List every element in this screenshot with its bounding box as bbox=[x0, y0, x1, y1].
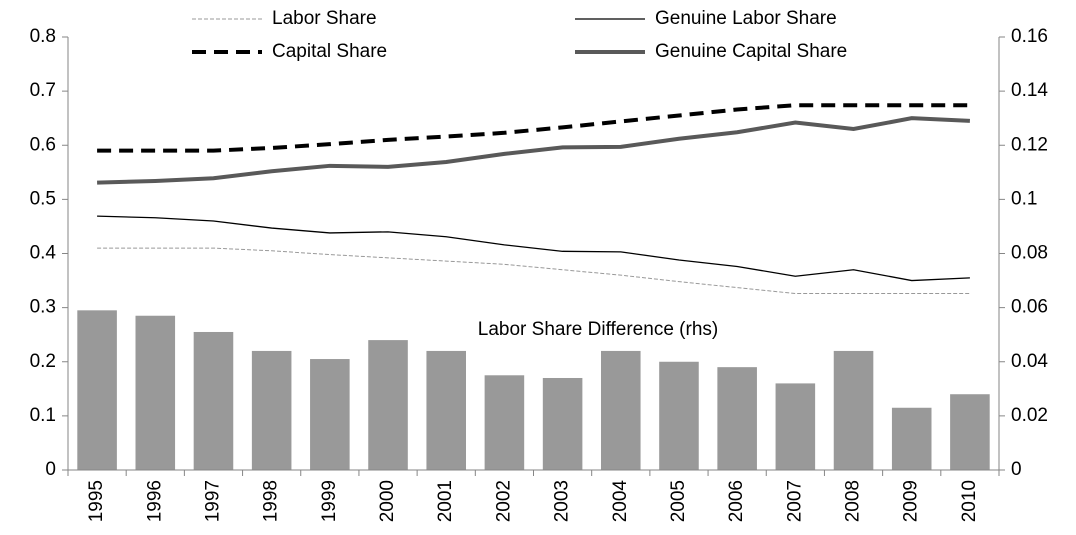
y2-tick-label: 0.08 bbox=[1011, 243, 1048, 264]
x-tick-label: 2008 bbox=[843, 480, 864, 522]
bar bbox=[484, 375, 525, 470]
y-tick-label: 0.5 bbox=[30, 188, 56, 209]
line-series bbox=[97, 215, 970, 282]
bar bbox=[193, 331, 234, 470]
bar bbox=[891, 407, 932, 470]
y2-tick-label: 0.14 bbox=[1011, 80, 1048, 101]
x-tick-label: 1998 bbox=[261, 480, 282, 522]
x-tick-label: 2005 bbox=[668, 480, 689, 522]
y-tick-label: 0.7 bbox=[30, 80, 56, 101]
bar bbox=[600, 350, 641, 470]
x-tick-label: 2007 bbox=[784, 480, 805, 522]
bar bbox=[833, 350, 874, 470]
x-tick-label: 2006 bbox=[726, 480, 747, 522]
x-tick-label: 2003 bbox=[552, 480, 573, 522]
line-series bbox=[97, 116, 970, 185]
legend-label: Genuine Capital Share bbox=[655, 41, 847, 62]
x-tick-label: 2004 bbox=[610, 480, 631, 523]
y-tick-label: 0.8 bbox=[30, 26, 56, 47]
bar-series-label: Labor Share Difference (rhs) bbox=[478, 319, 718, 340]
x-tick-label: 2002 bbox=[493, 480, 514, 522]
y-tick-label: 0.2 bbox=[30, 351, 56, 372]
legend-label: Genuine Labor Share bbox=[655, 8, 837, 29]
y2-tick-label: 0.16 bbox=[1011, 26, 1048, 47]
x-tick-label: 2000 bbox=[377, 480, 398, 522]
bar bbox=[426, 350, 467, 470]
legend-label: Labor Share bbox=[272, 8, 377, 29]
bar bbox=[775, 383, 816, 470]
bar bbox=[950, 394, 990, 470]
y2-tick-label: 0.06 bbox=[1011, 297, 1048, 318]
x-tick-label: 1997 bbox=[202, 480, 223, 522]
y2-tick-label: 0.02 bbox=[1011, 405, 1048, 426]
bar bbox=[310, 359, 350, 470]
bar bbox=[251, 350, 292, 470]
y2-tick-label: 0 bbox=[1011, 459, 1022, 480]
x-tick-label: 2001 bbox=[435, 480, 456, 522]
bar bbox=[717, 367, 757, 470]
y-tick-label: 0.6 bbox=[30, 134, 56, 155]
y-tick-label: 0.1 bbox=[30, 405, 56, 426]
x-tick-label: 1996 bbox=[144, 480, 165, 522]
x-tick-label: 1995 bbox=[86, 480, 107, 522]
line-series bbox=[97, 247, 970, 295]
y2-tick-label: 0.12 bbox=[1011, 134, 1048, 155]
y-tick-label: 0 bbox=[45, 459, 56, 480]
y-tick-label: 0.4 bbox=[30, 243, 57, 264]
bar bbox=[659, 361, 699, 470]
x-tick-label: 1999 bbox=[319, 480, 340, 522]
bar bbox=[135, 315, 176, 470]
legend-label: Capital Share bbox=[272, 41, 387, 62]
bar bbox=[368, 340, 408, 470]
line-series bbox=[97, 103, 970, 153]
y-tick-label: 0.3 bbox=[30, 297, 56, 318]
x-tick-label: 2010 bbox=[959, 480, 980, 522]
y2-tick-label: 0.04 bbox=[1011, 351, 1048, 372]
bar bbox=[542, 377, 583, 470]
bar bbox=[77, 310, 117, 470]
y2-tick-label: 0.1 bbox=[1011, 188, 1037, 209]
x-tick-label: 2009 bbox=[901, 480, 922, 522]
